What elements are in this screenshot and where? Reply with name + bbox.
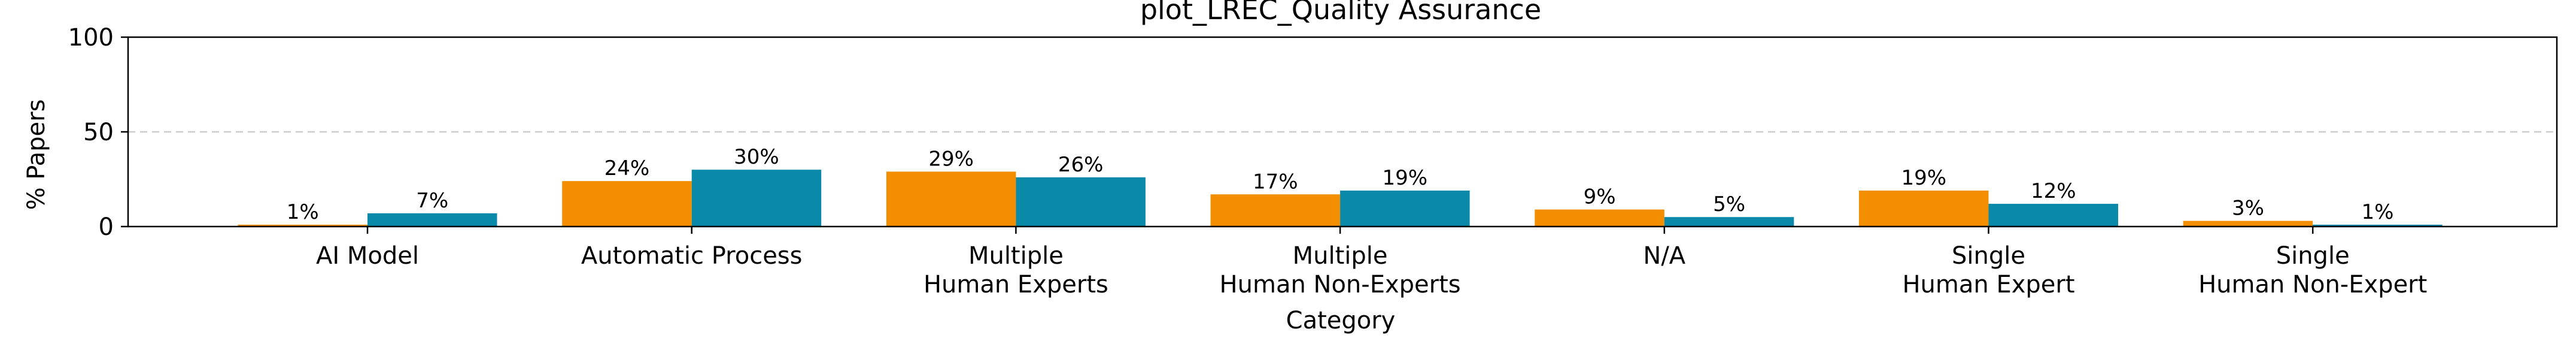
plot-frame [127, 36, 2558, 228]
bar-series-1-3 [1210, 194, 1341, 227]
data-label-series-2-4: 5% [1713, 192, 1745, 216]
data-label-series-2-0: 7% [416, 189, 448, 213]
y-tick-label-50: 50 [83, 119, 114, 146]
bar-series-2-4 [1664, 217, 1794, 227]
data-label-series-1-2: 29% [928, 147, 974, 171]
bar-series-2-0 [367, 213, 497, 227]
bar-series-1-2 [886, 171, 1016, 227]
bar-series-2-1 [691, 170, 822, 227]
data-label-series-2-5: 12% [2031, 179, 2076, 203]
data-label-series-1-1: 24% [604, 156, 650, 180]
y-tick-label-0: 0 [99, 213, 114, 241]
data-label-series-1-3: 17% [1253, 170, 1298, 194]
data-label-series-2-1: 30% [734, 145, 779, 169]
x-tick-label-3-line-1: Multiple [1293, 242, 1388, 270]
bar-series-2-5 [1988, 204, 2118, 227]
data-label-series-1-4: 9% [1584, 185, 1616, 209]
x-axis-label: Category [1286, 307, 1396, 334]
bar-series-1-4 [1535, 209, 1664, 227]
bar-series-1-1 [562, 181, 692, 227]
chart-title: plot_LREC_Quality Assurance [1140, 0, 1541, 26]
x-tick-label-6-line-1: Single [2276, 242, 2350, 270]
data-label-series-1-6: 3% [2232, 197, 2264, 221]
x-tick-label-2-line-2: Human Experts [924, 271, 1108, 298]
x-tick-label-1: Automatic Process [581, 242, 803, 270]
bar-series-1-6 [2183, 221, 2313, 227]
x-tick-label-4: N/A [1643, 242, 1685, 270]
x-tick-label-3-line-2: Human Non-Experts [1220, 271, 1461, 298]
data-label-series-2-6: 1% [2361, 200, 2393, 224]
x-tick-label-0: AI Model [316, 242, 419, 270]
x-tick-label-6-line-2: Human Non-Expert [2198, 271, 2427, 298]
bar-series-2-6 [2313, 224, 2443, 227]
x-tick-label-5-line-1: Single [1952, 242, 2025, 270]
data-label-series-1-0: 1% [287, 200, 319, 224]
y-tick-label-100: 100 [68, 24, 114, 52]
bar-series-2-2 [1016, 177, 1146, 227]
y-axis-label: % Papers [23, 99, 50, 210]
bar-series-1-0 [238, 224, 367, 227]
x-tick-label-5-line-2: Human Expert [1902, 271, 2074, 298]
bar-series-1-5 [1859, 190, 1989, 227]
plot-area: 1% 7% AI Model 24% 30% Automatic Process 29% 26… [68, 24, 2558, 298]
data-label-series-1-5: 19% [1901, 166, 1946, 190]
data-label-series-2-3: 19% [1383, 166, 1428, 190]
x-tick-label-2-line-1: Multiple [968, 242, 1064, 270]
data-label-series-2-2: 26% [1058, 153, 1104, 177]
bar-series-2-3 [1340, 190, 1470, 227]
